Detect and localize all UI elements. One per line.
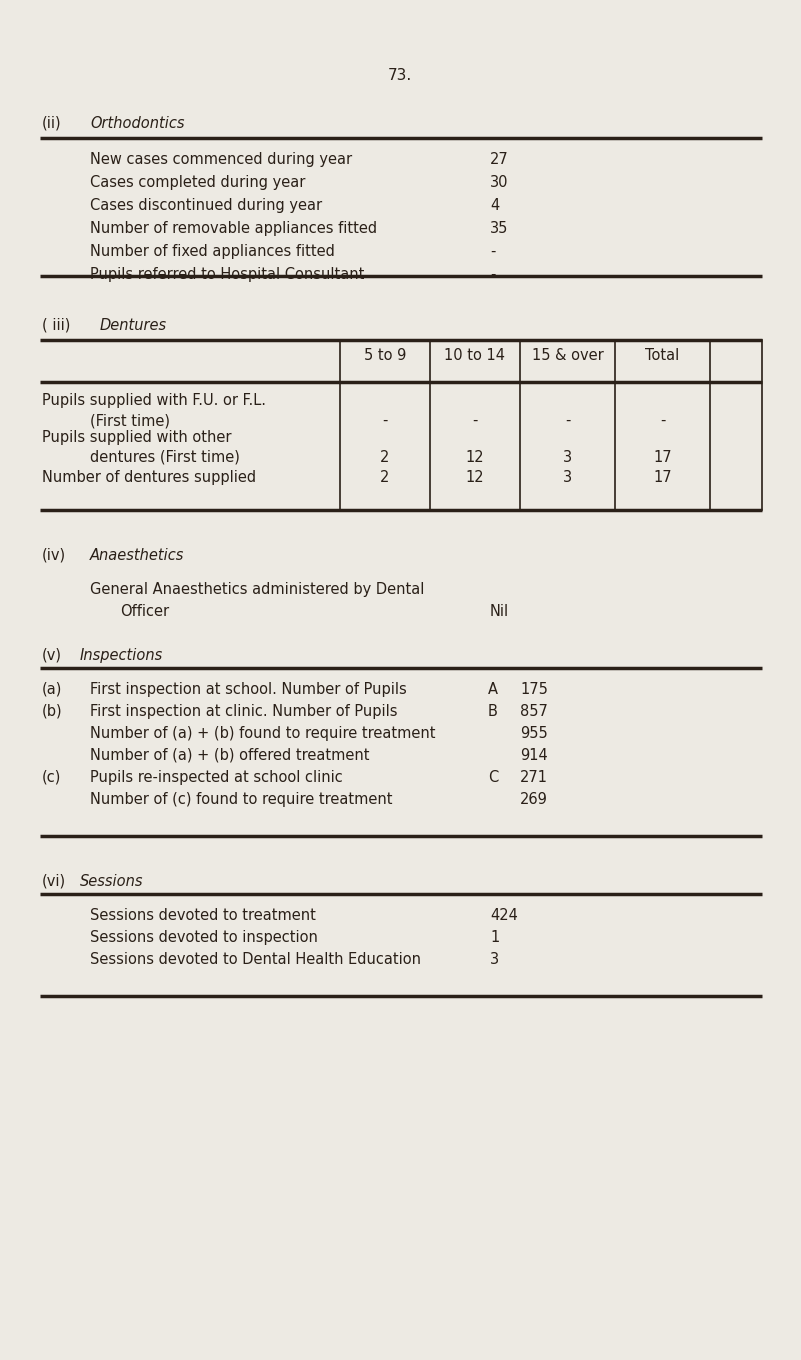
Text: Pupils supplied with other: Pupils supplied with other bbox=[42, 430, 231, 445]
Text: 73.: 73. bbox=[388, 68, 413, 83]
Text: -: - bbox=[473, 413, 477, 428]
Text: 35: 35 bbox=[490, 220, 509, 237]
Text: Sessions devoted to Dental Health Education: Sessions devoted to Dental Health Educat… bbox=[90, 952, 421, 967]
Text: 12: 12 bbox=[465, 471, 485, 486]
Text: (vi): (vi) bbox=[42, 874, 66, 889]
Text: Cases completed during year: Cases completed during year bbox=[90, 175, 305, 190]
Text: Inspections: Inspections bbox=[80, 647, 163, 664]
Text: 955: 955 bbox=[520, 726, 548, 741]
Text: Number of removable appliances fitted: Number of removable appliances fitted bbox=[90, 220, 377, 237]
Text: 10 to 14: 10 to 14 bbox=[445, 348, 505, 363]
Text: General Anaesthetics administered by Dental: General Anaesthetics administered by Den… bbox=[90, 582, 425, 597]
Text: -: - bbox=[490, 267, 495, 282]
Text: A: A bbox=[488, 681, 498, 696]
Text: First inspection at school. Number of Pupils: First inspection at school. Number of Pu… bbox=[90, 681, 407, 696]
Text: B: B bbox=[488, 704, 498, 719]
Text: (a): (a) bbox=[42, 681, 62, 696]
Text: (c): (c) bbox=[42, 770, 62, 785]
Text: (iv): (iv) bbox=[42, 548, 66, 563]
Text: Orthodontics: Orthodontics bbox=[90, 116, 184, 131]
Text: Anaesthetics: Anaesthetics bbox=[90, 548, 184, 563]
Text: Sessions devoted to inspection: Sessions devoted to inspection bbox=[90, 930, 318, 945]
Text: 857: 857 bbox=[520, 704, 548, 719]
Text: 17: 17 bbox=[653, 471, 672, 486]
Text: Dentures: Dentures bbox=[100, 318, 167, 333]
Text: -: - bbox=[490, 243, 495, 258]
Text: 3: 3 bbox=[563, 471, 572, 486]
Text: (ii): (ii) bbox=[42, 116, 62, 131]
Text: 2: 2 bbox=[380, 471, 390, 486]
Text: Number of (c) found to require treatment: Number of (c) found to require treatment bbox=[90, 792, 392, 806]
Text: 12: 12 bbox=[465, 450, 485, 465]
Text: New cases commenced during year: New cases commenced during year bbox=[90, 152, 352, 167]
Text: 5 to 9: 5 to 9 bbox=[364, 348, 406, 363]
Text: Pupils supplied with F.U. or F.L.: Pupils supplied with F.U. or F.L. bbox=[42, 393, 266, 408]
Text: Number of (a) + (b) offered treatment: Number of (a) + (b) offered treatment bbox=[90, 748, 369, 763]
Text: 15 & over: 15 & over bbox=[532, 348, 603, 363]
Text: First inspection at clinic. Number of Pupils: First inspection at clinic. Number of Pu… bbox=[90, 704, 397, 719]
Text: Number of fixed appliances fitted: Number of fixed appliances fitted bbox=[90, 243, 335, 258]
Text: Pupils re-inspected at school clinic: Pupils re-inspected at school clinic bbox=[90, 770, 343, 785]
Text: Sessions: Sessions bbox=[80, 874, 143, 889]
Text: -: - bbox=[565, 413, 570, 428]
Text: 175: 175 bbox=[520, 681, 548, 696]
Text: 30: 30 bbox=[490, 175, 509, 190]
Text: Number of (a) + (b) found to require treatment: Number of (a) + (b) found to require tre… bbox=[90, 726, 436, 741]
Text: Pupils referred to Hospital Consultant: Pupils referred to Hospital Consultant bbox=[90, 267, 364, 282]
Text: (v): (v) bbox=[42, 647, 62, 664]
Text: C: C bbox=[488, 770, 498, 785]
Text: 424: 424 bbox=[490, 908, 518, 923]
Text: (b): (b) bbox=[42, 704, 62, 719]
Text: Total: Total bbox=[646, 348, 679, 363]
Text: -: - bbox=[660, 413, 665, 428]
Text: 914: 914 bbox=[520, 748, 548, 763]
Text: 17: 17 bbox=[653, 450, 672, 465]
Text: Nil: Nil bbox=[490, 604, 509, 619]
Text: 27: 27 bbox=[490, 152, 509, 167]
Text: 2: 2 bbox=[380, 450, 390, 465]
Text: 3: 3 bbox=[490, 952, 499, 967]
Text: ( iii): ( iii) bbox=[42, 318, 70, 333]
Text: Number of dentures supplied: Number of dentures supplied bbox=[42, 471, 256, 486]
Text: Officer: Officer bbox=[120, 604, 169, 619]
Text: dentures (First time): dentures (First time) bbox=[90, 450, 239, 465]
Text: 3: 3 bbox=[563, 450, 572, 465]
Text: Cases discontinued during year: Cases discontinued during year bbox=[90, 199, 322, 214]
Text: -: - bbox=[382, 413, 388, 428]
Text: 1: 1 bbox=[490, 930, 499, 945]
Text: 269: 269 bbox=[520, 792, 548, 806]
Text: 271: 271 bbox=[520, 770, 548, 785]
Text: 4: 4 bbox=[490, 199, 499, 214]
Text: Sessions devoted to treatment: Sessions devoted to treatment bbox=[90, 908, 316, 923]
Text: (First time): (First time) bbox=[90, 413, 170, 428]
